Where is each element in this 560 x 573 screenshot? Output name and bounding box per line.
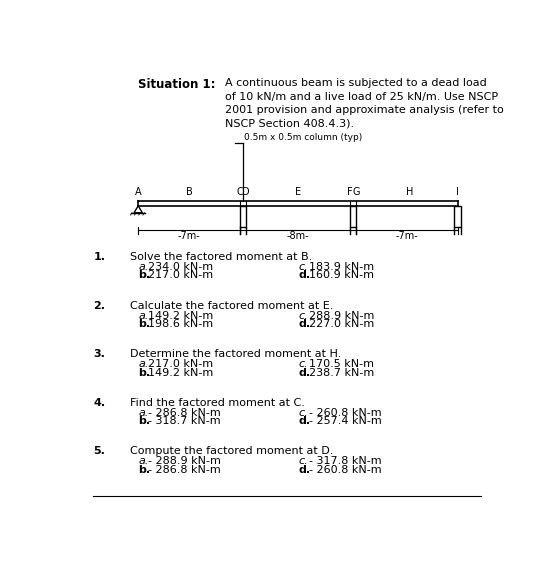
Text: 183.9 kN-m: 183.9 kN-m — [309, 262, 374, 272]
Text: - 317.8 kN-m: - 317.8 kN-m — [309, 456, 381, 466]
Text: -8m-: -8m- — [287, 231, 309, 241]
Text: 160.9 kN-m: 160.9 kN-m — [309, 270, 374, 281]
Text: b.: b. — [138, 319, 150, 329]
Text: 149.2 kN-m: 149.2 kN-m — [148, 367, 213, 378]
Text: Determine the factored moment at H.: Determine the factored moment at H. — [130, 349, 342, 359]
Polygon shape — [134, 206, 142, 213]
Text: 3.: 3. — [94, 349, 105, 359]
Text: 234.0 kN-m: 234.0 kN-m — [148, 262, 213, 272]
Text: Find the factored moment at C.: Find the factored moment at C. — [130, 398, 305, 407]
Text: d.: d. — [298, 270, 311, 281]
Text: 1.: 1. — [94, 252, 105, 262]
Text: 288.9 kN-m: 288.9 kN-m — [309, 311, 374, 320]
Text: 217.0 kN-m: 217.0 kN-m — [148, 270, 213, 281]
Text: Situation 1:: Situation 1: — [138, 78, 216, 91]
Text: c.: c. — [298, 262, 308, 272]
Bar — [240, 206, 246, 227]
Text: Solve the factored moment at B.: Solve the factored moment at B. — [130, 252, 312, 262]
Text: - 286.8 kN-m: - 286.8 kN-m — [148, 407, 221, 418]
Text: 227.0 kN-m: 227.0 kN-m — [309, 319, 374, 329]
Text: F: F — [347, 187, 352, 197]
Text: D: D — [242, 187, 250, 197]
Text: - 260.8 kN-m: - 260.8 kN-m — [309, 407, 381, 418]
Text: - 286.8 kN-m: - 286.8 kN-m — [148, 465, 221, 474]
Text: b.: b. — [138, 367, 150, 378]
Text: -7m-: -7m- — [178, 231, 200, 241]
Text: 217.0 kN-m: 217.0 kN-m — [148, 359, 213, 369]
Text: 149.2 kN-m: 149.2 kN-m — [148, 311, 213, 320]
Text: G: G — [352, 187, 360, 197]
Text: c.: c. — [298, 407, 308, 418]
Text: C: C — [236, 187, 243, 197]
Text: d.: d. — [298, 367, 311, 378]
Text: d.: d. — [298, 465, 311, 474]
Text: Calculate the factored moment at E.: Calculate the factored moment at E. — [130, 300, 334, 311]
Text: a.: a. — [138, 311, 148, 320]
Text: 198.6 kN-m: 198.6 kN-m — [148, 319, 213, 329]
Text: 170.5 kN-m: 170.5 kN-m — [309, 359, 374, 369]
Text: A continuous beam is subjected to a dead load
of 10 kN/m and a live load of 25 k: A continuous beam is subjected to a dead… — [225, 78, 504, 129]
Text: - 288.9 kN-m: - 288.9 kN-m — [148, 456, 221, 466]
Text: 0.5m x 0.5m column (typ): 0.5m x 0.5m column (typ) — [245, 133, 363, 142]
Text: a.: a. — [138, 407, 148, 418]
Text: B: B — [185, 187, 193, 197]
Text: 2.: 2. — [94, 300, 105, 311]
Text: E: E — [295, 187, 301, 197]
Text: - 318.7 kN-m: - 318.7 kN-m — [148, 416, 221, 426]
Text: - 257.4 kN-m: - 257.4 kN-m — [309, 416, 381, 426]
Bar — [454, 206, 460, 227]
Text: d.: d. — [298, 416, 311, 426]
Text: b.: b. — [138, 465, 150, 474]
Bar — [349, 206, 356, 227]
Text: d.: d. — [298, 319, 311, 329]
Text: b.: b. — [138, 270, 150, 281]
Text: 238.7 kN-m: 238.7 kN-m — [309, 367, 374, 378]
Text: -7m-: -7m- — [395, 231, 418, 241]
Text: Compute the factored moment at D.: Compute the factored moment at D. — [130, 446, 334, 456]
Text: 4.: 4. — [94, 398, 105, 407]
Text: A: A — [135, 187, 142, 197]
Text: c.: c. — [298, 456, 308, 466]
Text: a.: a. — [138, 456, 148, 466]
Text: a.: a. — [138, 359, 148, 369]
Text: a.: a. — [138, 262, 148, 272]
Text: I: I — [456, 187, 459, 197]
Text: b.: b. — [138, 416, 150, 426]
Text: c.: c. — [298, 311, 308, 320]
Text: H: H — [406, 187, 413, 197]
Text: c.: c. — [298, 359, 308, 369]
Text: 5.: 5. — [94, 446, 105, 456]
Text: - 260.8 kN-m: - 260.8 kN-m — [309, 465, 381, 474]
